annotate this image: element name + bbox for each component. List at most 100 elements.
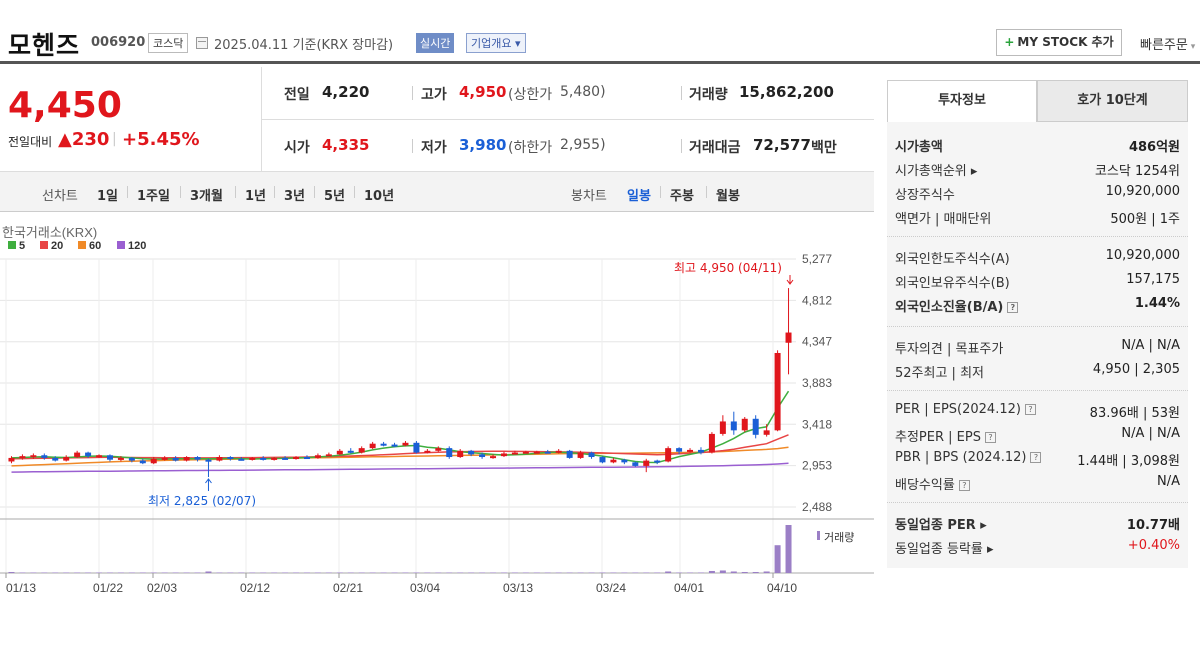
candle-body [52,457,59,461]
volume-bars [8,525,820,573]
volume-bar [249,572,256,573]
tab-1week[interactable]: 1주일 [137,189,170,204]
high-label: 고가 [421,87,447,103]
plus-icon: + [1004,35,1015,49]
current-price: 4,450 [8,85,122,126]
candle-body [719,421,726,434]
volume-bar [774,545,781,573]
candle-body [391,444,398,447]
info-value: 1.44배 | 3,098원 [1077,454,1180,469]
open-label: 시가 [284,140,310,156]
tab-weekly[interactable]: 주봉 [670,189,694,204]
divider [681,86,682,100]
volume-bar [402,572,409,573]
my-stock-add-button[interactable]: + MY STOCK 추가 [996,29,1122,56]
realtime-badge[interactable]: 실시간 [416,33,455,53]
tab-3year[interactable]: 3년 [284,189,306,204]
tab-10year[interactable]: 10년 [364,189,395,204]
tab-1year[interactable]: 1년 [245,189,267,204]
info-row: PER | EPS(2024.12)? 83.96배 | 53원 [895,402,1180,421]
lower-limit-label: (하한가 [508,140,553,156]
volume-bar [588,572,595,573]
volume-bar [413,572,420,573]
candle-body [227,457,234,460]
help-icon[interactable]: ? [958,480,970,491]
tab-investment-info[interactable]: 투자정보 [887,80,1037,122]
volume-bar [85,572,92,573]
volume-bar [468,572,475,573]
candle-body [500,453,507,457]
candle-body [74,452,81,458]
upper-limit-value: 5,480) [560,84,606,100]
tab-1day[interactable]: 1일 [97,189,119,204]
candle-body [238,458,245,461]
info-label: 외국인보유주식수(B) [895,276,1010,291]
candle-body [774,352,781,431]
info-label: PER | EPS(2024.12)? [895,402,1036,417]
volume-bar [654,572,661,573]
info-row: 상장주식수 10,920,000 [895,184,1180,203]
upper-limit-label: (상한가 [508,87,553,103]
info-row: 액면가 | 매매단위 500원 | 1주 [895,208,1180,227]
legend-label: 20 [51,240,63,252]
tab-order-book[interactable]: 호가 10단계 [1037,80,1188,122]
candle-body [96,455,103,458]
candle-body [654,460,661,463]
legend-swatch [117,241,125,249]
volume-bar [479,572,486,573]
candle-body [468,450,475,455]
company-info-button[interactable]: 기업개요 ▾ [466,33,526,53]
info-label: 액면가 | 매매단위 [895,212,992,227]
candle-body [457,450,464,458]
volume-bar [293,572,300,573]
candle-body [402,442,409,446]
x-tick-label: 02/21 [333,581,363,595]
low-label: 저가 [421,140,447,156]
candle-body [249,457,256,460]
volume-bar [358,572,365,573]
tab-monthly[interactable]: 월봉 [716,189,740,204]
y-tick-label: 2,953 [802,459,832,473]
help-icon[interactable]: ? [1007,302,1019,313]
stock-chart[interactable]: 한국거래소(KRX) 5 20 60 120 5,277 4,812 4,347 3,883… [0,213,874,666]
prev-close-label: 전일 [284,87,310,103]
candle-body [599,457,606,463]
tab-5year[interactable]: 5년 [324,189,346,204]
volume-bar [106,572,113,573]
amount-unit: 백만 [811,140,837,156]
volume-bar [369,572,376,573]
help-icon[interactable]: ? [1030,452,1042,463]
candle-body [106,455,113,460]
info-row: 동일업종 등락률 ▸ +0.40% [895,538,1180,557]
tab-3month[interactable]: 3개월 [190,189,223,204]
info-value: 486억원 [1128,140,1180,155]
legend-label: 120 [128,240,146,252]
candle-body [303,457,310,460]
volume-bar [643,572,650,573]
candle-body [643,460,650,466]
info-row: 외국인소진율(B/A)? 1.44% [895,296,1180,315]
candle-body [216,457,223,461]
chart-grid [0,258,874,574]
info-label[interactable]: 시가총액순위 ▸ [895,164,978,179]
divider [354,186,355,198]
volume-bar [271,572,278,573]
volume-bar [325,572,332,573]
candle-body [741,418,748,431]
info-label[interactable]: 동일업종 등락률 ▸ [895,542,994,557]
tab-daily[interactable]: 일봉 [627,189,651,204]
candle-body [347,450,354,453]
volume-bar [490,572,497,573]
legend-swatch [78,241,86,249]
volume-bar [19,572,26,573]
x-tick-label: 02/12 [240,581,270,595]
chart-tab-bar: 선차트 1일 1주일 3개월 1년 3년 5년 10년 봉차트 일봉 주봉 월봉 [0,172,874,212]
help-icon[interactable]: ? [984,432,996,443]
quick-order-button[interactable]: 빠른주문 [1140,34,1195,53]
help-icon[interactable]: ? [1024,404,1036,415]
volume-bar [522,572,529,573]
my-stock-label: MY STOCK 추가 [1017,35,1114,49]
candle-body [369,443,376,449]
x-tick-label: 04/01 [674,581,704,595]
info-label[interactable]: 동일업종 PER ▸ [895,518,987,533]
